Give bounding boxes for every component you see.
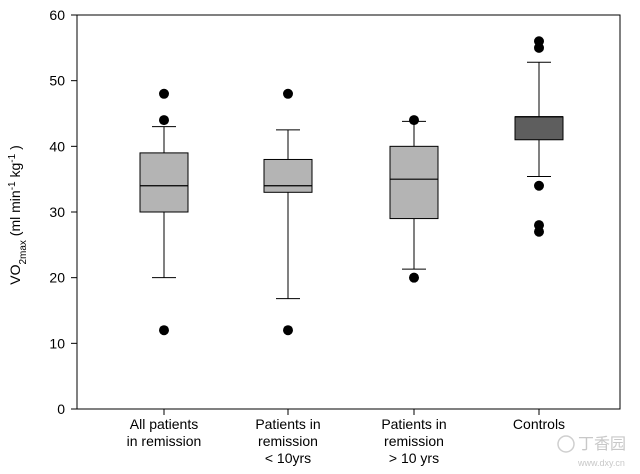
watermark-logo: 丁香园 www.dxy.cn [557, 435, 626, 468]
outlier-point [409, 115, 419, 126]
box-iqr [139, 152, 189, 213]
y-tick-label: 10 [49, 335, 65, 351]
box-group [139, 88, 189, 336]
y-tick-label: 0 [57, 401, 65, 417]
x-category-label: Patients in remission > 10 yrs [381, 416, 446, 466]
box-group [514, 36, 564, 237]
outlier-point [159, 325, 169, 336]
box-group [389, 115, 439, 283]
y-tick-label: 60 [49, 7, 65, 23]
outlier-point [159, 88, 169, 99]
y-axis: 0 10 20 30 40 50 60 [49, 7, 621, 417]
y-tick-label: 50 [49, 73, 65, 89]
outlier-point [534, 220, 544, 231]
outlier-point [283, 325, 293, 336]
outlier-point [159, 115, 169, 126]
y-tick-label: 20 [49, 270, 65, 286]
y-tick-label: 40 [49, 138, 65, 154]
watermark-url: www.dxy.cn [577, 458, 625, 468]
box-iqr [389, 145, 439, 220]
y-axis-title: VO2max (ml min-1 kg-1 ) [7, 145, 29, 285]
x-category-label: All patients in remission [127, 416, 202, 449]
outlier-point [534, 180, 544, 191]
outlier-point [409, 272, 419, 283]
y-tick-label: 30 [49, 204, 65, 220]
box-series [139, 36, 564, 336]
watermark-logo-text: 丁香园 [578, 435, 626, 453]
box-iqr [514, 116, 564, 141]
outlier-point [534, 36, 544, 47]
x-category-label: Controls [513, 416, 565, 432]
box-group [263, 88, 313, 336]
x-axis: All patients in remission Patients in remis… [127, 409, 565, 466]
box-iqr [263, 158, 313, 193]
outlier-point [283, 88, 293, 99]
x-category-label: Patients in remission < 10yrs [255, 416, 320, 466]
